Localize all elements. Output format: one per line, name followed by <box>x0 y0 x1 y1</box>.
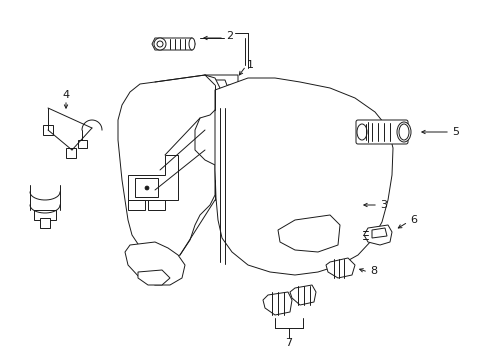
Polygon shape <box>204 80 227 93</box>
Polygon shape <box>152 38 195 50</box>
Text: 3: 3 <box>379 200 386 210</box>
Polygon shape <box>34 210 56 220</box>
Polygon shape <box>138 270 170 285</box>
Text: 2: 2 <box>225 31 233 41</box>
Polygon shape <box>289 285 315 305</box>
Polygon shape <box>40 218 50 228</box>
Polygon shape <box>363 225 391 245</box>
Text: 6: 6 <box>409 215 416 225</box>
Ellipse shape <box>189 38 195 50</box>
Polygon shape <box>148 200 164 210</box>
Circle shape <box>145 186 149 190</box>
Polygon shape <box>278 215 339 252</box>
Polygon shape <box>325 258 354 278</box>
Text: 1: 1 <box>246 60 253 70</box>
Circle shape <box>154 38 165 50</box>
Polygon shape <box>371 228 386 238</box>
Polygon shape <box>200 75 238 100</box>
Text: 8: 8 <box>369 266 376 276</box>
Polygon shape <box>43 125 53 135</box>
Polygon shape <box>128 200 145 210</box>
Text: 4: 4 <box>62 90 69 100</box>
Polygon shape <box>118 75 220 260</box>
Polygon shape <box>78 140 87 148</box>
FancyBboxPatch shape <box>355 120 407 144</box>
Ellipse shape <box>396 122 410 142</box>
Polygon shape <box>125 242 184 285</box>
Text: 5: 5 <box>451 127 458 137</box>
Polygon shape <box>128 155 178 200</box>
Polygon shape <box>263 292 291 315</box>
Polygon shape <box>215 78 392 275</box>
Ellipse shape <box>356 124 366 140</box>
Polygon shape <box>135 178 158 197</box>
Polygon shape <box>66 148 76 158</box>
Text: 7: 7 <box>285 338 292 348</box>
